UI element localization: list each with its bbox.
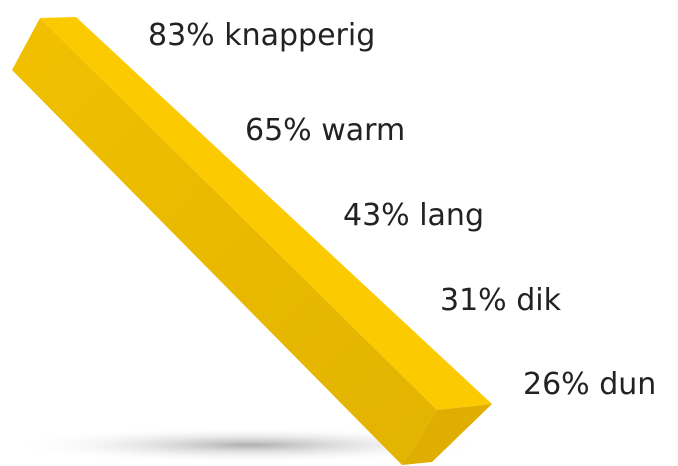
label: 83% knapperig <box>148 18 375 53</box>
label: 43% lang <box>343 198 484 233</box>
infographic: 83% knapperig 65% warm 43% lang 31% dik 26% … <box>0 0 678 466</box>
label: 26% dun <box>523 367 656 402</box>
label: 31% dik <box>440 283 562 318</box>
label: 65% warm <box>245 113 405 148</box>
fry-front-face <box>12 18 437 465</box>
fry <box>12 17 492 465</box>
